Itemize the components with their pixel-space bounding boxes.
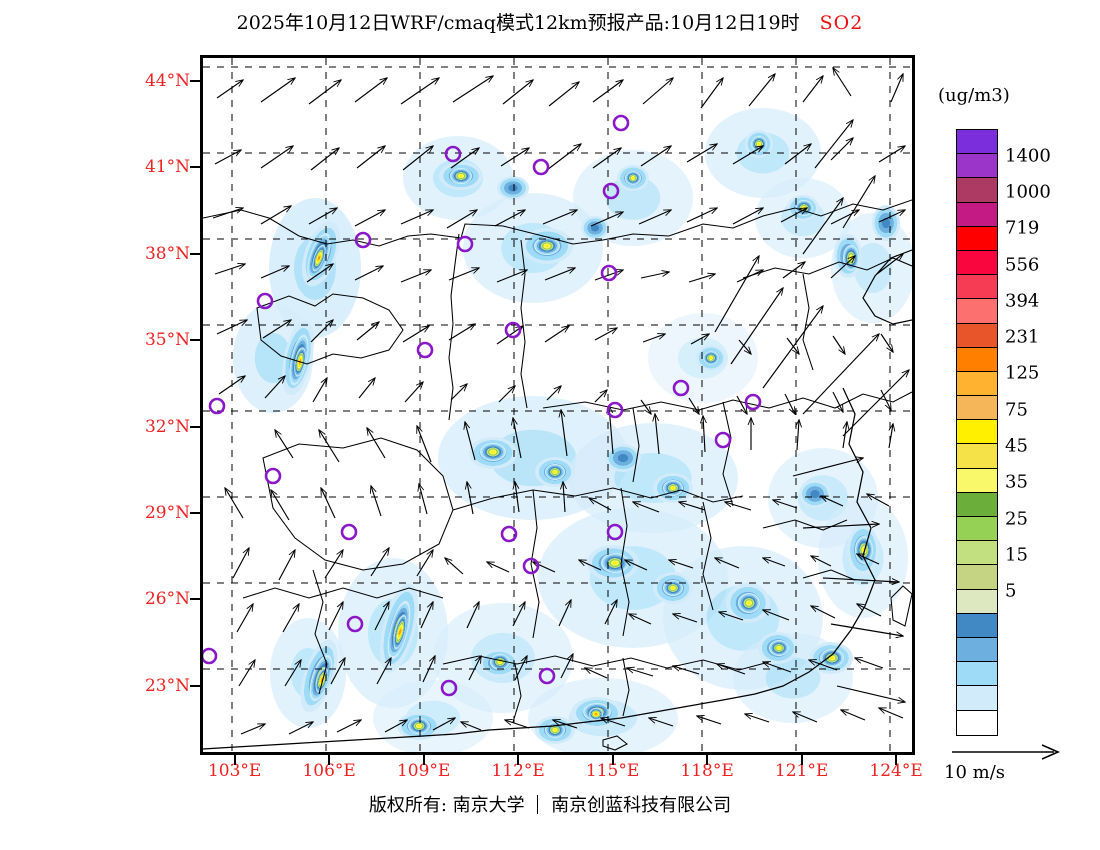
colorbar-band	[957, 420, 997, 445]
colorbar-tick-label: 719	[1005, 217, 1040, 239]
y-axis-tick-mark	[190, 512, 200, 515]
footer-left-text: 版权所有: 南京大学	[368, 795, 525, 816]
colorbar-tick-label: 1400	[1005, 145, 1051, 167]
colorbar-band	[957, 299, 997, 324]
colorbar-tick-label: 1000	[1005, 181, 1051, 203]
station-markers	[203, 114, 762, 697]
wind-arrow-icon	[952, 744, 1060, 760]
x-axis-tick-label: 118°E	[680, 761, 734, 781]
x-axis-tick-label: 124°E	[869, 761, 923, 781]
colorbar-band	[957, 323, 997, 348]
colorbar-band	[957, 371, 997, 397]
colorbar-band	[957, 589, 997, 614]
colorbar-band	[957, 178, 997, 203]
x-axis-tick-label: 115°E	[585, 761, 640, 781]
x-axis-tick-mark	[706, 755, 709, 765]
map-plot-frame[interactable]	[200, 55, 915, 755]
colorbar-band	[957, 686, 997, 711]
title-main-text: 2025年10月12日WRF/cmaq模式12km预报产品:10月12日19时	[236, 12, 800, 34]
x-axis-tick-label: 103°E	[207, 761, 262, 781]
x-axis-tick-label: 121°E	[774, 761, 829, 781]
y-axis-tick-mark	[190, 598, 200, 601]
colorbar-band	[957, 710, 997, 735]
colorbar-tick-label: 231	[1005, 326, 1040, 348]
colorbar-tick-label: 5	[1005, 580, 1017, 602]
footer-divider	[537, 795, 539, 814]
wind-vector-field	[212, 68, 909, 735]
colorbar-band	[957, 396, 997, 421]
colorbar-tick-label: 556	[1005, 254, 1040, 276]
colorbar-tick-label: 15	[1005, 544, 1028, 566]
colorbar-band	[957, 541, 997, 566]
graticule	[203, 58, 912, 752]
colorbar-tick-label: 75	[1005, 399, 1028, 421]
y-axis-tick-mark	[190, 425, 200, 428]
colorbar-tick-label: 394	[1005, 290, 1040, 312]
colorbar-band	[957, 468, 997, 493]
x-axis-tick-mark	[800, 755, 803, 765]
y-axis-tick-label: 38°N	[144, 243, 190, 264]
x-axis-tick-label: 112°E	[491, 761, 545, 781]
x-axis-tick-mark	[611, 755, 614, 765]
y-axis-tick-mark	[190, 166, 200, 169]
colorbar-band	[957, 517, 997, 542]
x-axis-tick-label: 106°E	[302, 761, 356, 781]
colorbar-tick-label: 125	[1005, 362, 1040, 384]
x-axis-tick-mark	[517, 755, 520, 765]
colorbar-band	[957, 154, 997, 179]
y-axis-tick-mark	[190, 252, 200, 255]
page-title: 2025年10月12日WRF/cmaq模式12km预报产品:10月12日19时 …	[0, 8, 1100, 35]
map-canvas	[203, 58, 912, 752]
wind-scale-legend: 10 m/s	[944, 742, 1094, 788]
y-axis-tick-label: 29°N	[144, 503, 190, 524]
colorbar[interactable]	[956, 129, 998, 736]
y-axis-tick-mark	[190, 339, 200, 342]
x-axis-tick-mark	[895, 755, 898, 765]
colorbar-band	[957, 637, 997, 663]
colorbar-band	[957, 226, 997, 251]
colorbar-band	[957, 613, 997, 638]
colorbar-band	[957, 275, 997, 300]
wind-scale-label: 10 m/s	[944, 762, 1005, 783]
y-axis-tick-label: 26°N	[144, 589, 190, 610]
y-axis-tick-label: 32°N	[144, 416, 190, 437]
footer-right-text: 南京创蓝科技有限公司	[551, 795, 732, 816]
x-axis-tick-label: 109°E	[396, 761, 451, 781]
colorbar-band	[957, 565, 997, 590]
y-axis-tick-mark	[190, 79, 200, 82]
x-axis-tick-mark	[422, 755, 425, 765]
colorbar-tick-label: 25	[1005, 508, 1028, 530]
colorbar-tick-label: 45	[1005, 435, 1028, 457]
y-axis-tick-label: 35°N	[144, 330, 190, 351]
y-axis-tick-mark	[190, 684, 200, 687]
colorbar-band	[957, 492, 997, 517]
title-species-label: SO2	[819, 12, 864, 34]
colorbar-band	[957, 444, 997, 469]
colorbar-band	[957, 202, 997, 227]
colorbar-units-label: (ug/m3)	[938, 85, 1010, 106]
x-axis-tick-mark	[328, 755, 331, 765]
y-axis-tick-label: 44°N	[144, 70, 190, 91]
footer-credits: 版权所有: 南京大学 南京创蓝科技有限公司	[0, 791, 1100, 817]
colorbar-band	[957, 347, 997, 372]
y-axis-tick-label: 23°N	[144, 675, 190, 696]
colorbar-band	[957, 250, 997, 276]
colorbar-tick-label: 35	[1005, 471, 1028, 493]
colorbar-band	[957, 662, 997, 687]
y-axis-tick-label: 41°N	[144, 157, 190, 178]
colorbar-band	[957, 130, 997, 155]
x-axis-tick-mark	[233, 755, 236, 765]
